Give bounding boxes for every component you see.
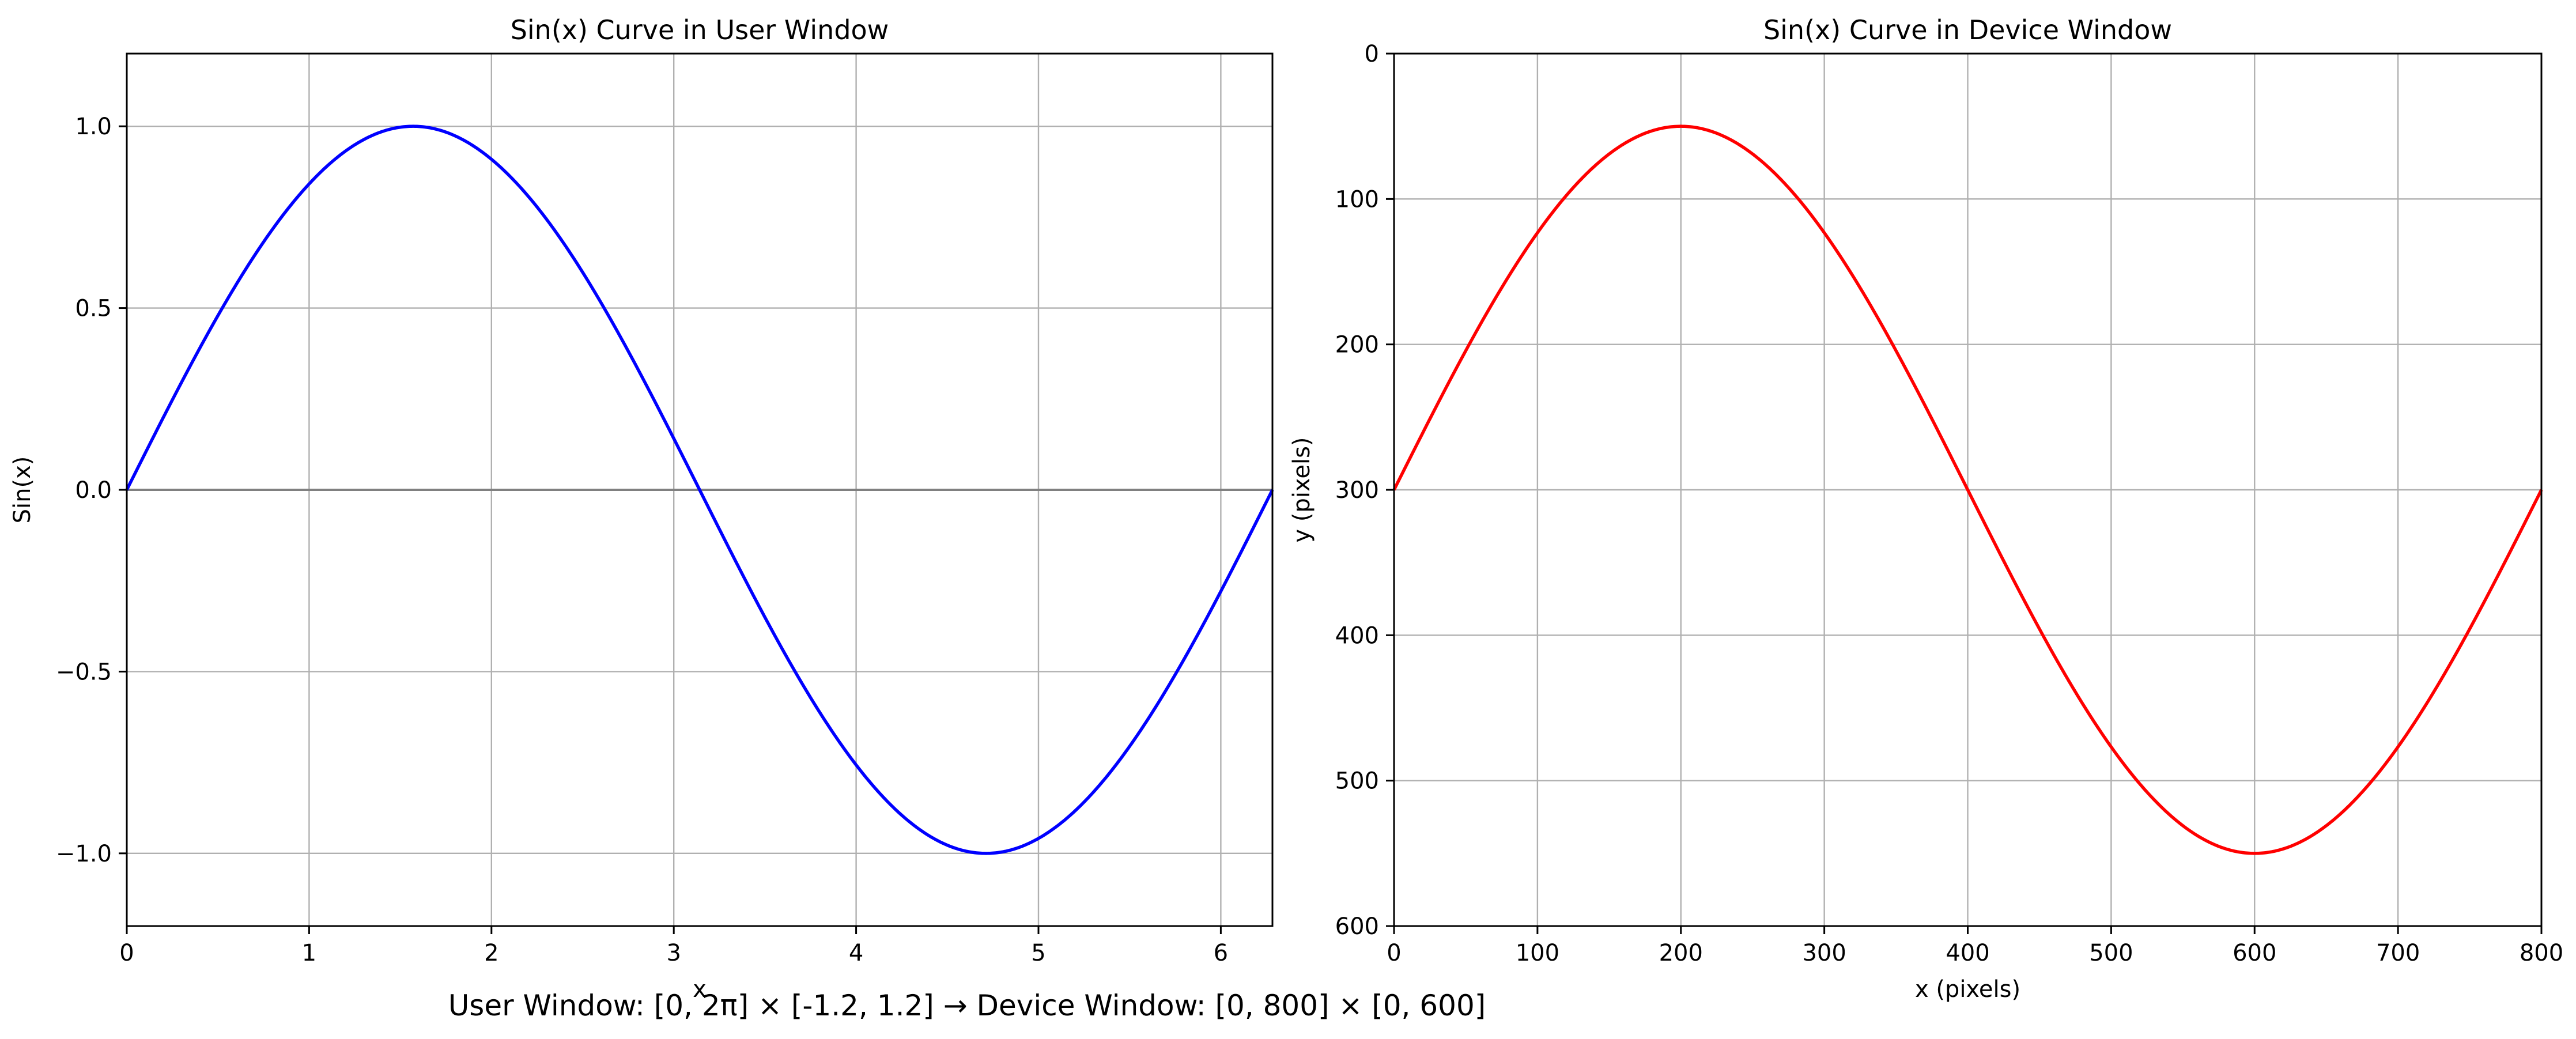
user-window-x-tick-label: 6 [1214, 940, 1228, 966]
user-window-x-tick-label: 0 [119, 940, 134, 966]
user-window-x-axis-label: x [693, 976, 707, 1003]
user-window-y-tick-label: −1.0 [56, 841, 112, 867]
device-window-y-tick-label: 200 [1335, 332, 1379, 358]
user-window-y-tick-label: 1.0 [75, 114, 112, 140]
device-window-x-tick-label: 100 [1516, 940, 1559, 966]
user-window-sine-series-line [125, 124, 1274, 855]
user-window-series [125, 124, 1274, 855]
figure-caption: User Window: [0, 2π] × [-1.2, 1.2] → Dev… [448, 989, 1486, 1022]
user-window-y-tick-label: 0.0 [75, 477, 112, 504]
user-window-x-tick-label: 3 [666, 940, 681, 966]
user-window-x-tick-label: 1 [302, 940, 316, 966]
device-window-ticks: 0 100 200 300 400 500 600 700 800 0 100 200 300 400 50… [1335, 41, 2564, 966]
user-window-x-tick-label: 2 [484, 940, 498, 966]
device-window-x-tick-label: 400 [1946, 940, 1989, 966]
device-window-y-tick-label: 300 [1335, 477, 1379, 504]
user-window-y-tick-label: −0.5 [56, 659, 112, 685]
device-window-x-tick-label: 0 [1387, 940, 1401, 966]
user-window-chart-title: Sin(x) Curve in User Window [511, 14, 889, 46]
device-window-x-tick-label: 500 [2089, 940, 2133, 966]
device-window-y-tick-label: 500 [1335, 768, 1379, 795]
device-window-x-tick-label: 200 [1659, 940, 1703, 966]
device-window-chart: 0 100 200 300 400 500 600 700 800 0 100 200 300 400 50… [1289, 14, 2563, 1003]
device-window-x-tick-label: 700 [2376, 940, 2420, 966]
user-window-chart: 0 1 2 3 4 5 6 −1.0 −0.5 0.0 0.5 1.0 Sin(x) Curve in… [9, 14, 1274, 1003]
user-window-x-tick-label: 4 [849, 940, 863, 966]
device-window-sine-series-line [1392, 124, 2543, 855]
device-window-series [1392, 124, 2543, 855]
user-window-y-axis-label: Sin(x) [9, 456, 36, 524]
user-window-ticks: 0 1 2 3 4 5 6 −1.0 −0.5 0.0 0.5 1.0 [56, 114, 1228, 966]
device-window-x-tick-label: 600 [2233, 940, 2276, 966]
device-window-y-tick-label: 0 [1365, 41, 1379, 67]
device-window-chart-title: Sin(x) Curve in Device Window [1763, 14, 2172, 46]
user-window-y-tick-label: 0.5 [75, 296, 112, 322]
device-window-y-axis-label: y (pixels) [1289, 437, 1315, 542]
device-window-x-tick-label: 800 [2520, 940, 2563, 966]
device-window-x-axis-label: x (pixels) [1915, 976, 2020, 1003]
device-window-y-tick-label: 600 [1335, 913, 1379, 940]
user-window-x-tick-label: 5 [1031, 940, 1045, 966]
device-window-y-tick-label: 100 [1335, 186, 1379, 213]
device-window-x-tick-label: 300 [1802, 940, 1846, 966]
device-window-y-tick-label: 400 [1335, 622, 1379, 649]
